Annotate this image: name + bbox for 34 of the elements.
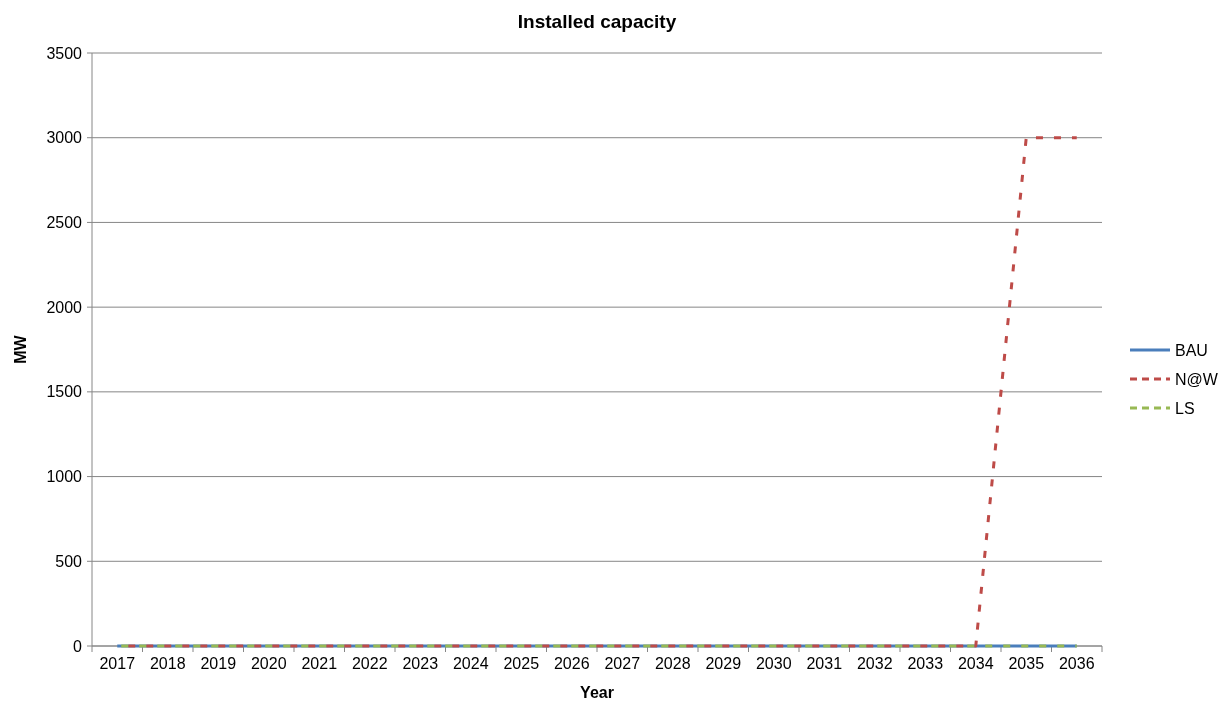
x-tick-label: 2023 (402, 655, 439, 672)
x-tick-label: 2021 (301, 655, 338, 672)
y-tick-label: 3500 (46, 44, 83, 62)
x-tick-label: 2033 (907, 655, 944, 672)
x-tick-label: 2029 (705, 655, 742, 672)
x-tick-label: 2036 (1058, 655, 1095, 672)
y-axis-title: MW (12, 334, 29, 364)
x-tick-label: 2026 (553, 655, 590, 672)
x-tick-label: 2020 (250, 655, 287, 672)
x-tick-label: 2031 (806, 655, 843, 672)
legend-label: BAU (1175, 341, 1208, 359)
x-tick-label: 2017 (99, 655, 136, 672)
y-tick-label: 3000 (46, 129, 83, 147)
x-tick-label: 2024 (452, 655, 489, 672)
y-tick-label: 2500 (46, 214, 83, 232)
y-tick-label: 2000 (46, 298, 83, 316)
x-tick-label: 2019 (200, 655, 237, 672)
x-tick-label: 2034 (957, 655, 994, 672)
x-tick-label: 2027 (604, 655, 641, 672)
y-tick-label: 1000 (46, 468, 83, 486)
y-tick-label: 0 (73, 637, 83, 655)
legend-label: LS (1175, 399, 1195, 417)
chart-title: Installed capacity (517, 11, 677, 32)
x-tick-label: 2030 (755, 655, 792, 672)
x-tick-label: 2035 (1008, 655, 1045, 672)
x-tick-label: 2025 (503, 655, 540, 672)
x-tick-label: 2028 (654, 655, 691, 672)
x-tick-label: 2032 (856, 655, 893, 672)
x-axis-title: Year (580, 684, 614, 701)
y-tick-label: 500 (55, 552, 83, 570)
legend-label: N@W (1175, 370, 1219, 388)
y-tick-label: 1500 (46, 383, 83, 401)
x-tick-label: 2018 (149, 655, 186, 672)
x-tick-label: 2022 (351, 655, 388, 672)
